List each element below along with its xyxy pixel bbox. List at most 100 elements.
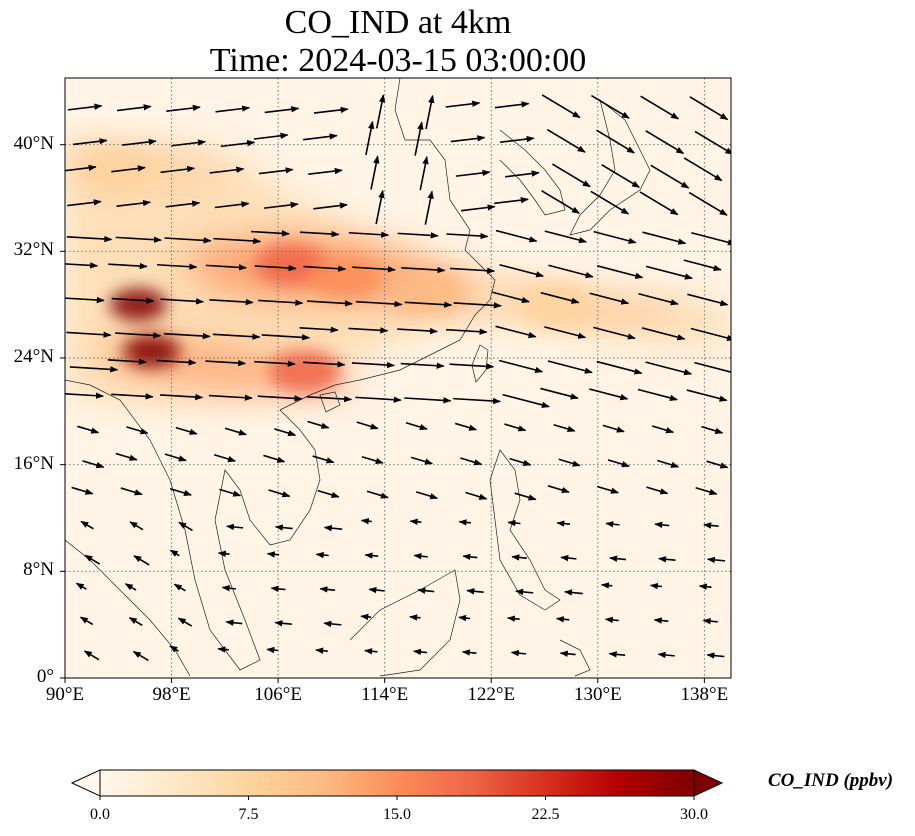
wind-arrow [460, 457, 483, 466]
wind-arrow [257, 395, 303, 402]
lat-tick-label: 32°N [13, 239, 54, 261]
philippines-coast [489, 449, 561, 611]
wind-arrow [458, 519, 471, 526]
colorbar-tick-label: 0.0 [90, 806, 110, 823]
wind-arrow [67, 199, 102, 207]
wind-arrow [175, 426, 198, 435]
wind-arrow [319, 586, 336, 593]
wind-arrow [551, 163, 591, 188]
wind-arrow [313, 106, 349, 114]
wind-arrow [254, 360, 296, 367]
colorbar [70, 769, 724, 800]
wind-arrow [115, 452, 138, 461]
wind-arrow [690, 327, 731, 342]
wind-arrow [461, 649, 477, 656]
colorbar-label: CO_IND (ppbv) [768, 770, 894, 791]
wind-arrow [264, 106, 300, 114]
wind-arrow [645, 361, 693, 376]
wind-arrow [657, 651, 675, 659]
wind-arrow [208, 394, 253, 401]
wind-arrow [417, 587, 435, 594]
wind-arrow [215, 105, 251, 113]
wind-arrow [160, 393, 204, 401]
colorbar-gradient [99, 769, 695, 797]
wind-arrow [544, 326, 587, 339]
concentration-field [65, 140, 731, 405]
wind-arrow [592, 326, 636, 340]
wind-arrow [177, 617, 193, 627]
wind-arrow [116, 104, 152, 112]
wind-arrow [560, 554, 577, 562]
wind-arrow [462, 553, 478, 561]
wind-arrow [409, 518, 422, 525]
wind-arrow [120, 487, 143, 496]
wind-arrow [686, 389, 728, 402]
wind-arrow [450, 135, 486, 143]
wind-arrow [694, 361, 731, 373]
wind-arrow [129, 521, 144, 531]
wind-arrow [171, 139, 206, 147]
wind-arrow [638, 292, 679, 306]
wind-arrow [164, 332, 211, 340]
wind-arrow [701, 425, 724, 434]
lon-tick-label: 90°E [45, 684, 85, 705]
wind-arrow [69, 366, 119, 373]
wind-arrow [706, 652, 725, 659]
wind-arrow [209, 298, 254, 306]
lat-tick-label: 0° [36, 666, 54, 687]
wind-arrow [540, 387, 579, 400]
wind-arrow [596, 485, 620, 494]
wind-arrow [315, 551, 329, 559]
wind-arrow [607, 459, 630, 468]
wind-arrow [499, 135, 535, 144]
wind-arrow [356, 421, 379, 430]
wind-arrow [559, 650, 576, 657]
wind-arrow [541, 94, 581, 119]
wind-arrow [465, 491, 488, 500]
wind-arrow [548, 264, 594, 279]
wind-arrow [220, 140, 256, 148]
wind-arrow [555, 616, 570, 623]
wind-arrow [108, 262, 148, 270]
wind-arrow [66, 331, 112, 338]
lat-tick-label: 8°N [23, 559, 54, 581]
wind-arrow [72, 138, 108, 146]
wind-arrow [687, 293, 729, 307]
wind-arrow [514, 492, 537, 501]
wind-arrow [219, 488, 242, 497]
colorbar-tick-label: 30.0 [680, 806, 708, 823]
wind-arrow [312, 455, 335, 464]
wind-arrow [116, 199, 151, 208]
axis-ticks [60, 144, 705, 683]
hotspot-5 [388, 270, 462, 313]
wind-arrow [126, 426, 149, 435]
wind-arrow [425, 94, 435, 130]
wind-arrow [132, 650, 149, 662]
wind-arrow [653, 617, 669, 624]
wind-arrow [274, 620, 292, 627]
wind-arrow [646, 486, 669, 495]
wind-arrow [558, 458, 581, 467]
wind-arrow [424, 190, 434, 225]
wind-arrow [460, 204, 496, 212]
wind-arrow [71, 486, 94, 495]
wind-arrow [299, 326, 339, 333]
wind-arrow [596, 129, 635, 154]
wind-arrow [416, 491, 439, 500]
hotspot-1 [122, 334, 181, 368]
wind-arrow [564, 589, 583, 596]
wind-arrow [544, 230, 587, 244]
wind-arrow [83, 650, 100, 661]
wind-arrow [270, 585, 286, 593]
wind-arrow [650, 164, 690, 189]
wind-arrow [642, 231, 687, 245]
title-line-1: CO_IND at 4km [284, 4, 512, 41]
hotspot-6 [521, 283, 595, 326]
wind-arrow [466, 588, 484, 595]
wind-arrow [556, 520, 571, 527]
wind-arrow [115, 236, 162, 243]
wind-arrow [409, 614, 421, 621]
wind-arrow [494, 101, 530, 109]
wind-arrow [683, 259, 722, 272]
wind-arrow [164, 453, 187, 462]
